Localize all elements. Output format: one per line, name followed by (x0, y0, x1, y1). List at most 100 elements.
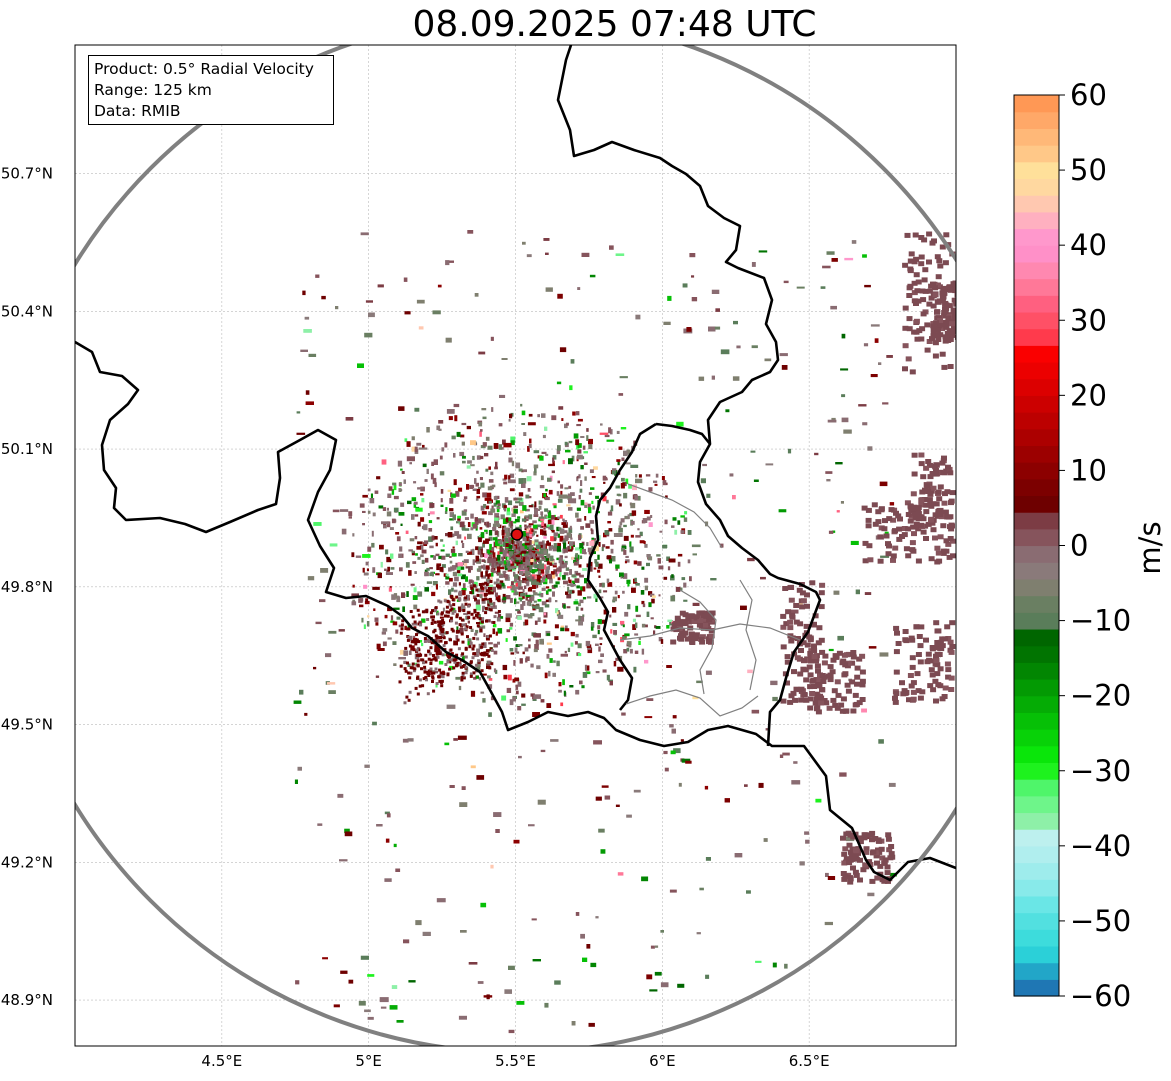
echo-cell (545, 287, 553, 292)
echo-cell (637, 495, 641, 501)
echo-cell (875, 509, 882, 515)
echo-cell (807, 637, 814, 643)
echo-cell (522, 564, 527, 567)
echo-cell (632, 624, 637, 630)
echo-cell (627, 514, 630, 520)
echo-cell (724, 798, 730, 803)
echo-cell (923, 465, 930, 471)
echo-cell (534, 501, 537, 507)
echo-cell (812, 613, 819, 619)
echo-cell (696, 932, 701, 935)
echo-cell (650, 945, 655, 949)
echo-cell (837, 635, 844, 641)
echo-cell (539, 549, 544, 555)
echo-cell (495, 500, 500, 505)
echo-cell (478, 614, 481, 620)
echo-cell (706, 636, 713, 642)
echo-cell (429, 662, 433, 665)
echo-cell (444, 614, 447, 618)
echo-cell (424, 479, 428, 482)
echo-cell (440, 498, 443, 503)
echo-cell (579, 574, 584, 578)
echo-cell (411, 666, 415, 670)
echo-cell (558, 527, 562, 530)
echo-cell (653, 630, 656, 636)
echo-cell (399, 631, 403, 635)
echo-cell (627, 604, 631, 610)
colorbar-block (1014, 512, 1059, 530)
echo-cell (839, 708, 846, 714)
echo-cell (472, 488, 477, 491)
echo-cell (509, 648, 514, 652)
echo-cell (920, 311, 927, 317)
echo-cell (819, 649, 826, 655)
echo-cell (825, 673, 832, 679)
echo-cell (906, 326, 913, 332)
echo-cell (564, 535, 569, 541)
echo-cell (543, 536, 547, 539)
echo-cell (691, 619, 698, 624)
echo-cell (470, 765, 476, 769)
echo-cell (490, 662, 494, 666)
echo-cell (508, 419, 511, 422)
echo-cell (635, 535, 641, 538)
echo-cell (500, 514, 505, 520)
echo-cell (438, 420, 444, 424)
echo-cell (503, 505, 507, 509)
echo-cell (916, 634, 923, 639)
echo-cell (648, 487, 653, 492)
echo-cell (482, 416, 487, 420)
echo-cell (565, 591, 569, 595)
echo-cell (548, 526, 552, 530)
echo-cell (548, 546, 552, 551)
echo-cell (458, 1015, 467, 1020)
echo-cell (885, 836, 892, 842)
echo-cell (463, 559, 469, 563)
echo-cell (526, 526, 529, 533)
echo-cell (579, 548, 582, 554)
colorbar-block (1014, 662, 1059, 680)
echo-cell (912, 232, 919, 238)
echo-cell (575, 553, 578, 558)
echo-cell (624, 611, 629, 617)
echo-cell (480, 645, 484, 649)
echo-cell (765, 463, 774, 466)
echo-cell (840, 871, 847, 876)
echo-cell (426, 581, 433, 584)
echo-cell (445, 337, 452, 343)
echo-cell (918, 254, 925, 260)
echo-cell (432, 477, 437, 484)
echo-cell (788, 585, 795, 590)
echo-cell (470, 690, 476, 697)
echo-cell (485, 571, 488, 577)
echo-cell (934, 545, 941, 551)
echo-cell (488, 634, 492, 638)
echo-cell (487, 445, 493, 450)
echo-cell (593, 567, 597, 570)
echo-cell (658, 637, 663, 642)
echo-cell (509, 627, 513, 630)
echo-cell (908, 683, 915, 689)
echo-cell (466, 425, 471, 430)
echo-cell (835, 462, 843, 465)
echo-cell (493, 581, 498, 585)
echo-cell (686, 327, 692, 332)
colorbar-block (1014, 578, 1059, 597)
echo-cell (687, 559, 691, 564)
echo-cell (474, 293, 479, 297)
echo-cell (522, 557, 526, 563)
echo-cell (893, 691, 900, 696)
echo-cell (952, 288, 956, 294)
echo-cell (408, 549, 413, 552)
echo-cell (376, 824, 383, 827)
echo-cell (438, 555, 442, 560)
echo-cell (557, 445, 561, 451)
echo-cell (545, 586, 550, 589)
echo-cell (487, 500, 490, 504)
echo-cell (403, 667, 407, 671)
echo-cell (513, 839, 520, 844)
echo-cell (362, 554, 371, 558)
colorbar-block (1014, 345, 1059, 363)
echo-cell (807, 684, 814, 690)
echo-cell (493, 668, 497, 673)
